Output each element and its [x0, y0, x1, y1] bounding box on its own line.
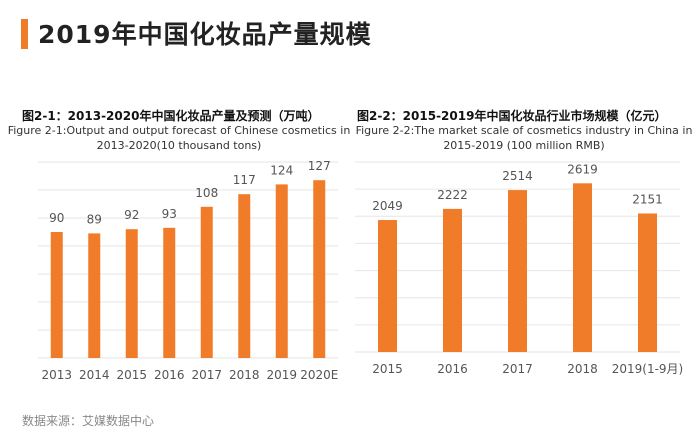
chart1-value-label: 92 — [124, 208, 139, 222]
chart1-value-label: 127 — [308, 159, 331, 173]
chart1-value-label: 117 — [233, 173, 256, 187]
title-accent-bar — [21, 19, 28, 49]
chart2-title: 图2-2：2015-2019年中国化妆品行业市场规模（亿元） — [357, 109, 667, 123]
chart1-bar — [125, 229, 138, 358]
chart1-bar — [275, 184, 288, 358]
chart1-tick-label: 2020E — [300, 368, 338, 382]
chart1-subtitle-line1: Figure 2-1:Output and output forecast of… — [7, 124, 351, 137]
chart1-tick-label: 2014 — [79, 368, 110, 382]
chart1-value-label: 93 — [162, 207, 177, 221]
chart1-bar — [200, 206, 213, 358]
chart1-tick-label: 2013 — [41, 368, 72, 382]
chart1-value-label: 108 — [195, 186, 218, 200]
chart1-tick-label: 2018 — [229, 368, 260, 382]
page-title: 2019年中国化妆品产量规模 — [38, 20, 372, 49]
chart2-subtitle: Figure 2-2:The market scale of cosmetics… — [348, 123, 700, 153]
chart1-subtitle-line2: 2013-2020(10 thousand tons) — [96, 139, 262, 152]
chart2-subtitle-line1: Figure 2-2:The market scale of cosmetics… — [355, 124, 693, 137]
chart1-bar — [50, 232, 63, 358]
chart1-tick-label: 2019 — [266, 368, 297, 382]
chart1-tick-label: 2015 — [116, 368, 147, 382]
chart1-bar — [238, 194, 251, 358]
chart1-title: 图2-1：2013-2020年中国化妆品产量及预测（万吨） — [22, 109, 320, 123]
chart1-tick-label: 2016 — [154, 368, 185, 382]
chart1-bar — [313, 180, 326, 358]
chart1-value-label: 124 — [270, 163, 293, 177]
chart1-bar — [163, 227, 176, 358]
chart1-tick-label: 2017 — [191, 368, 222, 382]
source-note: 数据来源：艾媒数据中心 — [22, 414, 155, 428]
chart1-subtitle: Figure 2-1:Output and output forecast of… — [0, 123, 358, 153]
chart2-subtitle-line2: 2015-2019 (100 million RMB) — [443, 139, 605, 152]
chart1-value-label: 89 — [87, 212, 102, 226]
chart1-value-label: 90 — [49, 211, 64, 225]
chart1-bar — [88, 233, 101, 358]
